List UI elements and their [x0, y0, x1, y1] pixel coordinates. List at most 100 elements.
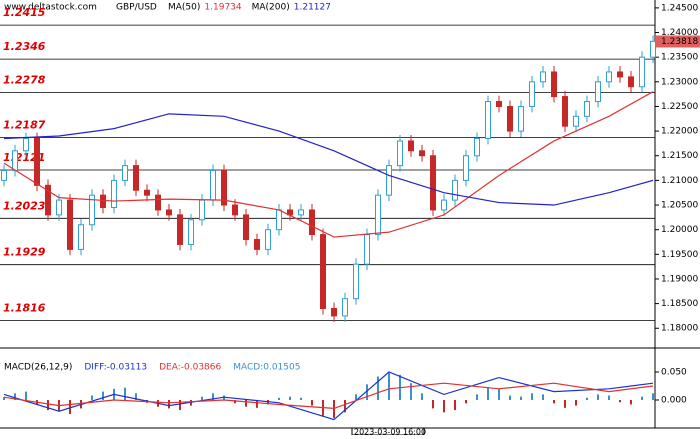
histogram-bar: [553, 399, 555, 404]
level-label: 1.2346: [3, 40, 46, 53]
histogram-bar: [575, 399, 577, 406]
candle-body: [320, 234, 326, 310]
y-tick-label: 1.24500: [661, 3, 698, 13]
legend-name: MA(50): [168, 3, 200, 13]
candle-body: [628, 76, 634, 88]
candle-body: [452, 179, 458, 201]
histogram-bar: [355, 394, 357, 400]
candle-body: [650, 40, 656, 58]
site: www.deltastock.com: [4, 3, 97, 13]
candle-body: [89, 194, 95, 226]
histogram-bar: [586, 397, 588, 400]
candle-body: [133, 165, 139, 191]
legend-entry: DEA:-0.03866: [159, 363, 221, 373]
histogram-bar: [619, 399, 621, 403]
histogram-bar: [69, 399, 71, 414]
histogram-bar: [234, 399, 236, 404]
histogram-bar: [300, 397, 302, 400]
candle-body: [210, 170, 216, 201]
histogram-bar: [476, 394, 478, 400]
candle-body: [56, 199, 62, 216]
histogram-bar: [443, 399, 445, 413]
histogram-bar: [542, 394, 544, 400]
histogram-bar: [597, 394, 599, 400]
histogram-bar: [520, 396, 522, 400]
histogram-bar: [487, 387, 489, 400]
y-tick-label: 1.19500: [661, 250, 698, 260]
candle-body: [232, 204, 238, 216]
candle-body: [419, 150, 425, 157]
candle-body: [100, 194, 106, 208]
candle-body: [166, 209, 172, 216]
candle-body: [485, 101, 491, 139]
level-label: 1.1816: [3, 301, 46, 314]
y-tick-label: 1.24000: [661, 28, 698, 38]
histogram-bar: [135, 393, 137, 400]
histogram-bar: [14, 393, 16, 400]
histogram-bar: [102, 391, 104, 400]
candle-body: [606, 71, 612, 83]
candle-body: [507, 105, 513, 132]
histogram-bar: [179, 399, 181, 411]
histogram-bar: [25, 391, 27, 400]
y-tick-label: 1.18000: [661, 324, 698, 334]
level-label: 1.2023: [3, 199, 46, 212]
y-tick-label: 1.18500: [661, 299, 698, 309]
histogram-bar: [432, 399, 434, 409]
candle-body: [12, 150, 18, 172]
histogram-bar: [245, 399, 247, 407]
candle-body: [309, 209, 315, 236]
histogram-bar: [168, 399, 170, 409]
candle-body: [408, 140, 414, 152]
histogram-bar: [388, 373, 390, 400]
histogram-bar: [641, 396, 643, 400]
histogram-bar: [256, 399, 258, 408]
y-tick-label: 1.20500: [661, 201, 698, 211]
histogram-bar: [465, 399, 467, 404]
histogram-bar: [289, 396, 291, 400]
last-price-box: [656, 35, 700, 48]
indicator-line: [3, 382, 654, 410]
legend-value: 1.21127: [294, 3, 331, 13]
indicator-line: [3, 91, 654, 238]
y-tick-label: 1.19000: [661, 274, 698, 284]
candle-body: [243, 214, 249, 241]
legend-name: MA(200): [252, 3, 290, 13]
candle-body: [617, 71, 623, 78]
candle-body: [78, 224, 84, 250]
candle-body: [1, 170, 7, 181]
histogram-bar: [509, 395, 511, 400]
candle-body: [573, 115, 579, 127]
candle-body: [595, 81, 601, 103]
y-tick-label: 0.050: [661, 367, 687, 377]
candle-body: [353, 263, 359, 300]
candle-body: [551, 71, 557, 98]
level-label: 1.1929: [3, 246, 46, 259]
candle-body: [254, 239, 260, 250]
candle-body: [199, 199, 205, 221]
y-tick-label: 1.22000: [661, 127, 698, 137]
candle-body: [386, 165, 392, 196]
candle-body: [375, 194, 381, 236]
histogram-bar: [3, 397, 5, 400]
candle-body: [155, 194, 161, 211]
candle-body: [67, 199, 73, 250]
histogram-bar: [212, 393, 214, 400]
candle-body: [276, 209, 282, 231]
indicator-line: [3, 371, 654, 421]
y-tick-label: 1.23500: [661, 53, 698, 63]
histogram-bar: [201, 396, 203, 400]
candle-body: [23, 137, 29, 152]
candle-body: [364, 234, 370, 265]
histogram-bar: [311, 399, 313, 406]
y-tick-label: 1.22500: [661, 102, 698, 112]
candle-body: [122, 165, 128, 181]
last-price-label: 1.23818: [661, 37, 698, 47]
level-label: 1.2415: [3, 6, 46, 19]
candle-body: [177, 214, 183, 245]
histogram-bar: [564, 399, 566, 408]
histogram-bar: [366, 384, 368, 400]
histogram-bar: [421, 393, 423, 400]
legend-value: 1.19734: [204, 3, 241, 13]
